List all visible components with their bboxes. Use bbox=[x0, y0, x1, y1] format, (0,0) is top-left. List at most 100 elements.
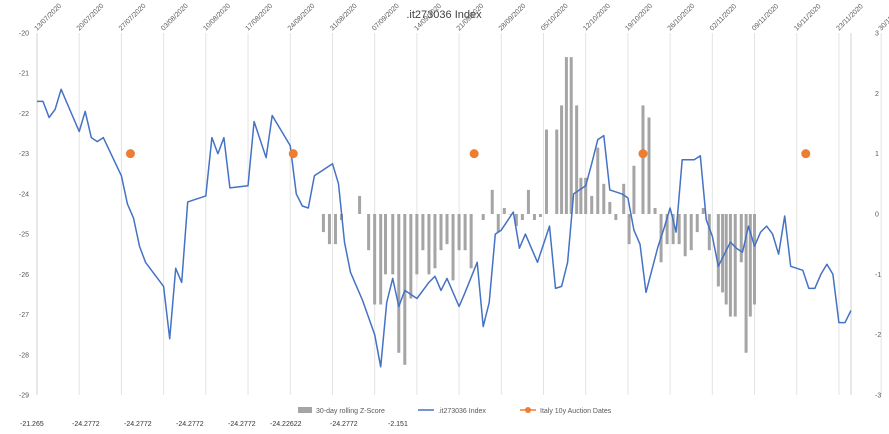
auction-markers bbox=[125, 149, 811, 159]
zscore-bar bbox=[683, 214, 687, 257]
zscore-bar bbox=[397, 214, 401, 353]
zscore-bar bbox=[575, 105, 579, 214]
zscore-bar bbox=[532, 214, 536, 221]
zscore-bar bbox=[457, 214, 461, 251]
zscore-bar bbox=[439, 214, 443, 251]
zscore-bar bbox=[409, 214, 413, 299]
zscore-bar bbox=[415, 214, 419, 275]
index-line-series bbox=[37, 88, 852, 368]
zscore-bar bbox=[596, 147, 600, 214]
y-left-tick-label: -20 bbox=[19, 31, 29, 38]
zscore-bar bbox=[367, 214, 371, 251]
zscore-bar bbox=[508, 214, 512, 215]
zscore-bar bbox=[622, 183, 626, 214]
zscore-bar bbox=[701, 207, 705, 214]
zscore-bar bbox=[716, 214, 720, 287]
auction-marker bbox=[801, 149, 811, 159]
zscore-bar bbox=[602, 183, 606, 214]
legend-label-zscore: 30-day rolling Z-Score bbox=[316, 408, 385, 415]
zscore-bar bbox=[384, 214, 388, 275]
zscore-bar bbox=[590, 195, 594, 214]
zscore-bar bbox=[707, 214, 711, 251]
zscore-bar bbox=[733, 214, 737, 317]
y-right-tick-label: 1 bbox=[875, 151, 879, 158]
chart-legend: 30-day rolling Z-Score .it273036 Index Ita… bbox=[298, 407, 612, 415]
zscore-bar bbox=[373, 214, 377, 305]
bottom-cell-value: -24.2772 bbox=[72, 421, 100, 428]
chart-title: .it273036 Index bbox=[406, 9, 482, 21]
y-axis-right: 3 2 1 0 -1 -2 -3 bbox=[875, 31, 881, 400]
index-line bbox=[37, 88, 852, 368]
y-right-tick-label: 2 bbox=[875, 91, 879, 98]
auction-marker bbox=[638, 149, 648, 159]
zscore-bar bbox=[520, 214, 524, 221]
y-right-tick-label: -2 bbox=[875, 332, 881, 339]
zscore-bar bbox=[647, 117, 651, 214]
y-left-tick-label: -23 bbox=[19, 151, 29, 158]
y-left-tick-label: -25 bbox=[19, 232, 29, 239]
zscore-bar bbox=[538, 214, 542, 218]
zscore-bar bbox=[403, 214, 407, 365]
zscore-bar bbox=[739, 214, 743, 263]
zscore-bar bbox=[333, 214, 337, 245]
zscore-bar bbox=[728, 214, 732, 317]
zscore-bar bbox=[748, 214, 752, 317]
zscore-bar bbox=[753, 214, 757, 305]
zscore-bar bbox=[481, 214, 485, 221]
zscore-bar bbox=[502, 207, 506, 214]
zscore-bar bbox=[677, 214, 681, 245]
bottom-cell-value: -24.2772 bbox=[176, 421, 204, 428]
zscore-bar bbox=[614, 214, 618, 221]
bottom-cell-value: -24.22622 bbox=[270, 421, 302, 428]
zscore-bar bbox=[445, 214, 449, 245]
zscore-bar bbox=[724, 214, 728, 305]
zscore-bar bbox=[427, 214, 431, 275]
bottom-cell-value: -21.265 bbox=[20, 421, 44, 428]
auction-marker bbox=[288, 149, 298, 159]
y-left-tick-label: -21 bbox=[19, 71, 29, 78]
zscore-bar bbox=[564, 57, 568, 215]
zscore-bar bbox=[327, 214, 331, 245]
y-axis-left: -20 -21 -22 -23 -24 -25 -26 -27 -28 -29 bbox=[19, 31, 29, 400]
zscore-bar bbox=[653, 207, 657, 214]
bottom-cell-value: -24.2772 bbox=[330, 421, 358, 428]
zscore-bar bbox=[321, 214, 325, 233]
zscore-bar bbox=[526, 189, 530, 214]
y-left-tick-label: -22 bbox=[19, 111, 29, 118]
legend-label-index: .it273036 Index bbox=[438, 408, 486, 415]
zscore-bar bbox=[569, 57, 573, 215]
legend-swatch-auction-dot bbox=[525, 407, 531, 413]
zscore-bar bbox=[641, 105, 645, 214]
zscore-bar bbox=[555, 129, 559, 214]
bottom-cell-strip: -21.265 -24.2772 -24.2772 -24.2772 -24.2772 -… bbox=[0, 421, 889, 429]
zscore-bar bbox=[627, 214, 631, 245]
zscore-bar bbox=[695, 214, 699, 233]
zscore-bar bbox=[744, 214, 748, 353]
zscore-bar bbox=[391, 214, 395, 275]
legend-swatch-zscore bbox=[298, 407, 312, 413]
y-left-tick-label: -24 bbox=[19, 191, 29, 198]
zscore-bar bbox=[608, 201, 612, 214]
y-right-tick-label: -1 bbox=[875, 272, 881, 279]
y-right-tick-label: -3 bbox=[875, 393, 881, 400]
zscore-bar bbox=[579, 177, 583, 214]
zscore-bar bbox=[451, 214, 455, 281]
bottom-cell-value: -24.2772 bbox=[228, 421, 256, 428]
zscore-bar bbox=[379, 214, 383, 305]
zscore-bar bbox=[665, 214, 669, 245]
y-left-tick-label: -27 bbox=[19, 312, 29, 319]
zscore-bar bbox=[632, 165, 636, 214]
zscore-bars bbox=[321, 57, 757, 365]
zscore-bar bbox=[560, 105, 564, 214]
zscore-bar bbox=[463, 214, 467, 251]
y-left-tick-label: -28 bbox=[19, 352, 29, 359]
zscore-bar bbox=[358, 195, 362, 214]
legend-label-auction: Italy 10y Auction Dates bbox=[540, 408, 612, 415]
zscore-bar bbox=[421, 214, 425, 251]
y-left-tick-label: -29 bbox=[19, 393, 29, 400]
zscore-bar bbox=[689, 214, 693, 251]
zscore-bar bbox=[671, 214, 675, 245]
zscore-bar bbox=[496, 214, 500, 233]
